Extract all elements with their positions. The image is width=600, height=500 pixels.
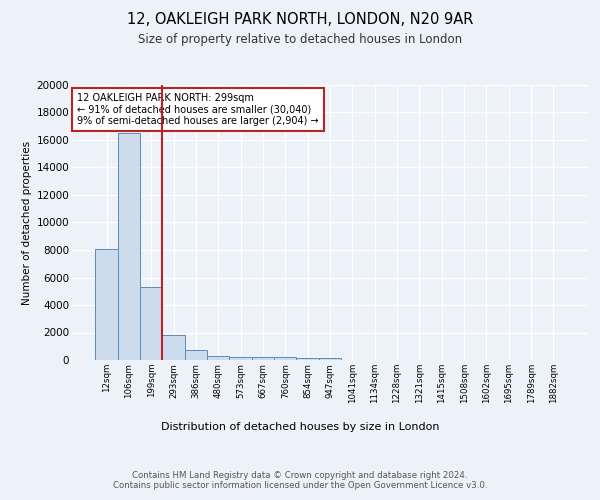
Bar — [140, 287, 163, 360]
Bar — [163, 334, 185, 360]
Bar — [274, 358, 296, 360]
Text: Contains HM Land Registry data © Crown copyright and database right 2024.
Contai: Contains HM Land Registry data © Crown c… — [113, 470, 487, 490]
Y-axis label: Number of detached properties: Number of detached properties — [22, 140, 32, 304]
Bar — [95, 248, 118, 360]
Bar — [319, 358, 341, 360]
Bar — [185, 350, 207, 360]
Text: Size of property relative to detached houses in London: Size of property relative to detached ho… — [138, 32, 462, 46]
Bar — [118, 133, 140, 360]
Text: 12 OAKLEIGH PARK NORTH: 299sqm
← 91% of detached houses are smaller (30,040)
9% : 12 OAKLEIGH PARK NORTH: 299sqm ← 91% of … — [77, 93, 319, 126]
Text: 12, OAKLEIGH PARK NORTH, LONDON, N20 9AR: 12, OAKLEIGH PARK NORTH, LONDON, N20 9AR — [127, 12, 473, 28]
Bar — [229, 357, 252, 360]
Bar — [252, 357, 274, 360]
Text: Distribution of detached houses by size in London: Distribution of detached houses by size … — [161, 422, 439, 432]
Bar — [207, 356, 229, 360]
Bar — [296, 358, 319, 360]
